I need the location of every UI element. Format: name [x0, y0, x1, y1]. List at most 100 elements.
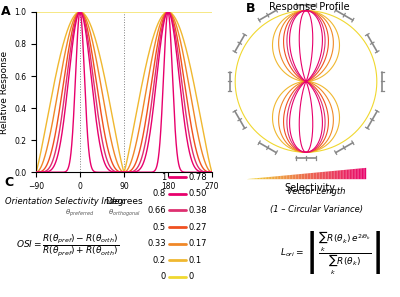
Y-axis label: Relative Response: Relative Response [0, 50, 8, 134]
Polygon shape [302, 174, 303, 179]
Polygon shape [362, 168, 363, 179]
Text: $\theta_{orthogonal}$: $\theta_{orthogonal}$ [108, 208, 140, 219]
Text: 0: 0 [161, 272, 166, 281]
Polygon shape [261, 178, 262, 179]
Polygon shape [304, 173, 306, 179]
Text: Response Profile: Response Profile [269, 2, 350, 12]
Text: 1: 1 [161, 173, 166, 182]
Polygon shape [258, 178, 259, 179]
Text: $L_{ori} = \left|\dfrac{\sum_k R(\theta_k)\, e^{2i\theta_k}}{\sum_k R(\theta_k)}: $L_{ori} = \left|\dfrac{\sum_k R(\theta_… [280, 229, 382, 276]
Polygon shape [324, 172, 326, 179]
Polygon shape [344, 170, 345, 179]
Polygon shape [318, 172, 320, 179]
Polygon shape [278, 176, 279, 179]
Polygon shape [336, 170, 338, 179]
Polygon shape [327, 171, 328, 179]
Polygon shape [300, 174, 302, 179]
Text: 0.5: 0.5 [153, 222, 166, 232]
Polygon shape [273, 176, 274, 179]
Polygon shape [255, 178, 256, 179]
Polygon shape [310, 173, 312, 179]
Polygon shape [282, 176, 284, 179]
Polygon shape [338, 170, 339, 179]
Polygon shape [297, 174, 298, 179]
Polygon shape [279, 176, 280, 179]
Polygon shape [316, 172, 318, 179]
Polygon shape [348, 169, 350, 179]
Polygon shape [339, 170, 341, 179]
Polygon shape [294, 175, 296, 179]
Polygon shape [262, 178, 264, 179]
Polygon shape [292, 175, 294, 179]
Text: 0.33: 0.33 [147, 239, 166, 248]
Polygon shape [265, 177, 267, 179]
Polygon shape [347, 170, 348, 179]
Polygon shape [274, 176, 276, 179]
Polygon shape [268, 177, 270, 179]
Polygon shape [322, 172, 324, 179]
Polygon shape [286, 175, 288, 179]
Polygon shape [342, 170, 344, 179]
Polygon shape [276, 176, 278, 179]
Text: 0.78: 0.78 [189, 173, 208, 182]
Polygon shape [290, 175, 291, 179]
Text: 0: 0 [189, 272, 194, 281]
Polygon shape [312, 173, 314, 179]
Polygon shape [365, 168, 366, 179]
Polygon shape [285, 175, 286, 179]
Polygon shape [296, 174, 297, 179]
Text: 0.17: 0.17 [189, 239, 207, 248]
Polygon shape [356, 169, 357, 179]
Polygon shape [354, 169, 356, 179]
Polygon shape [320, 172, 321, 179]
Polygon shape [315, 173, 316, 179]
Polygon shape [298, 174, 300, 179]
Polygon shape [264, 177, 265, 179]
Text: 0.1: 0.1 [189, 256, 202, 265]
Text: $\theta_{preferred}$: $\theta_{preferred}$ [65, 208, 95, 219]
Polygon shape [353, 169, 354, 179]
Polygon shape [350, 169, 351, 179]
Text: Orientation Selectivity Index: Orientation Selectivity Index [5, 197, 124, 206]
Polygon shape [333, 171, 334, 179]
Text: Vector Length: Vector Length [287, 187, 345, 196]
Text: B: B [246, 2, 255, 15]
Text: 0.2: 0.2 [153, 256, 166, 265]
Polygon shape [250, 178, 252, 179]
Text: Selectivity: Selectivity [284, 184, 335, 193]
Text: $OSI = \dfrac{R(\theta_{pref}) - R(\theta_{orth})}{R(\theta_{pref}) + R(\theta_{: $OSI = \dfrac{R(\theta_{pref}) - R(\thet… [16, 232, 119, 257]
Polygon shape [328, 171, 330, 179]
Polygon shape [330, 171, 332, 179]
Polygon shape [284, 176, 285, 179]
Polygon shape [341, 170, 342, 179]
Polygon shape [321, 172, 322, 179]
Polygon shape [308, 173, 309, 179]
Text: 0.27: 0.27 [189, 222, 207, 232]
Text: 0.38: 0.38 [189, 206, 208, 215]
Text: (1 – Circular Variance): (1 – Circular Variance) [270, 205, 362, 214]
Polygon shape [306, 173, 308, 179]
Polygon shape [303, 174, 304, 179]
Polygon shape [332, 171, 333, 179]
Polygon shape [259, 178, 261, 179]
Polygon shape [357, 169, 359, 179]
Polygon shape [345, 170, 347, 179]
Text: A: A [1, 5, 10, 18]
Polygon shape [334, 171, 336, 179]
Polygon shape [291, 175, 292, 179]
Polygon shape [288, 175, 290, 179]
Polygon shape [309, 173, 310, 179]
Text: 0.66: 0.66 [147, 206, 166, 215]
Polygon shape [326, 172, 327, 179]
Polygon shape [280, 176, 282, 179]
Polygon shape [351, 169, 353, 179]
Polygon shape [270, 177, 271, 179]
Polygon shape [359, 168, 360, 179]
Polygon shape [271, 177, 273, 179]
Polygon shape [252, 178, 253, 179]
Text: 0.8: 0.8 [153, 189, 166, 198]
Polygon shape [256, 178, 258, 179]
Text: C: C [5, 176, 14, 189]
Polygon shape [314, 173, 315, 179]
Polygon shape [267, 177, 268, 179]
